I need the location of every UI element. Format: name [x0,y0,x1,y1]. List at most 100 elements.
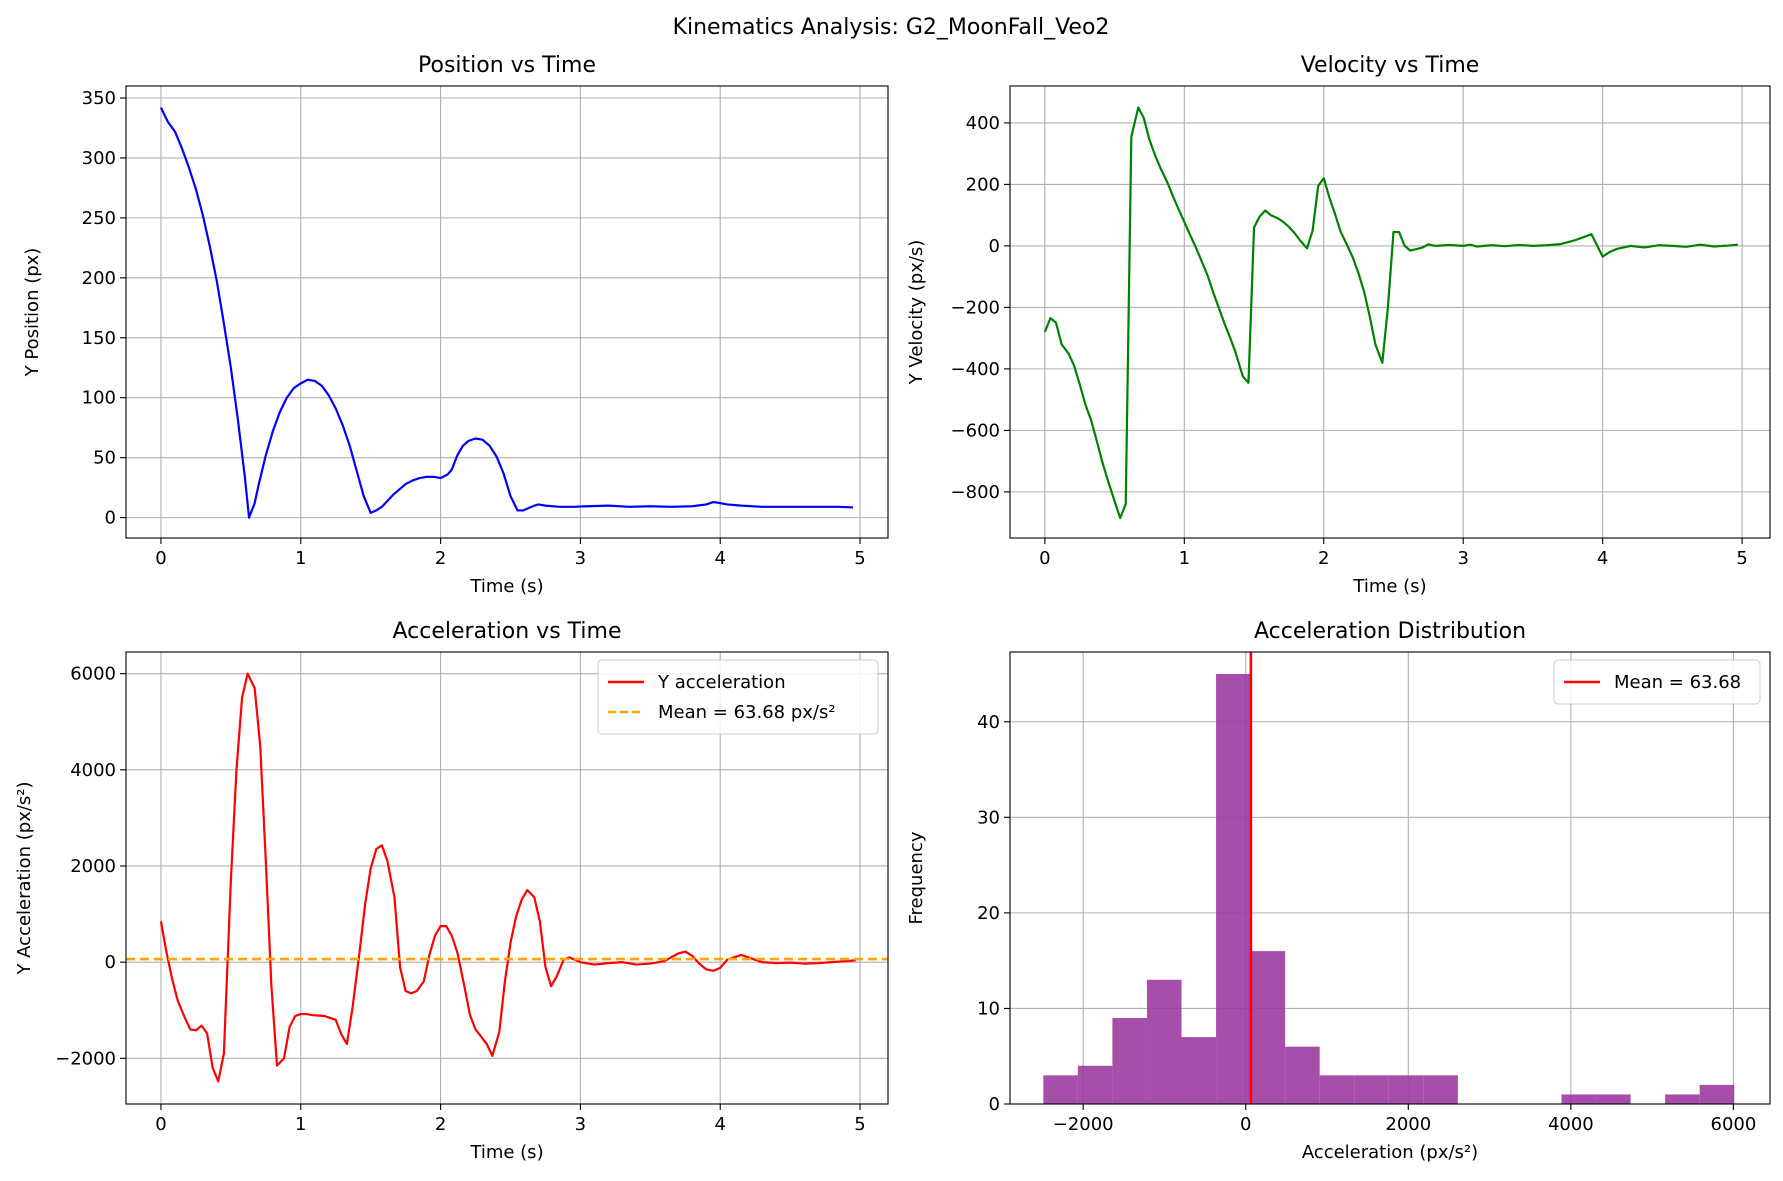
histogram-bar [1596,1094,1631,1104]
histogram-bar [1216,673,1251,1104]
x-tick-label: 5 [854,1114,865,1135]
x-axis-label: Time (s) [469,1142,543,1163]
y-tick-label: 4000 [70,760,116,781]
series-line [159,107,854,519]
x-tick-label: 6000 [1711,1114,1757,1135]
y-axis-label: Y Acceleration (px/s²) [14,781,35,975]
y-tick-label: 0 [989,236,1000,257]
histogram-bar [1319,1075,1355,1104]
x-tick-label: 1 [1179,548,1190,569]
histogram-bar [1561,1094,1597,1104]
x-tick-label: 0 [155,1114,166,1135]
x-tick-label: 5 [1736,548,1747,569]
x-tick-label: 3 [1457,548,1468,569]
x-tick-label: 0 [155,548,166,569]
histogram-bar [1354,1075,1389,1104]
y-tick-label: 300 [82,148,116,169]
y-tick-label: −800 [951,482,1000,503]
y-tick-label: 2000 [70,856,116,877]
distribution-panel: Mean = 63.68 −2000 0 2000 4000 6000 0 10 20 30 40 A… [906,619,1771,1163]
y-tick-label: 400 [966,113,1000,134]
y-tick-label: −200 [951,297,1000,318]
legend-label: Mean = 63.68 px/s² [658,702,836,723]
x-tick-label: 2000 [1385,1114,1431,1135]
x-tick-label: −2000 [1053,1114,1114,1135]
legend-label: Y acceleration [657,672,786,693]
legend-box [597,659,879,735]
series-line [1043,106,1739,520]
panel-title: Position vs Time [418,53,596,78]
panel-title: Acceleration vs Time [392,619,621,644]
axes-frame [125,85,889,539]
y-tick-label: 50 [93,448,116,469]
plot-area [126,672,888,1083]
panel-title: Velocity vs Time [1301,53,1480,78]
x-tick-label: 3 [575,1114,586,1135]
histogram-bar [1181,1037,1217,1104]
y-tick-label: 350 [82,88,116,109]
y-tick-label: 40 [977,712,1000,733]
histogram-bar [1250,951,1286,1104]
x-axis-label: Time (s) [1352,576,1426,597]
y-tick-label: −600 [951,420,1000,441]
x-tick-label: 4 [714,548,725,569]
legend: Y acceleration Mean = 63.68 px/s² [597,659,879,735]
histogram-bar [1146,979,1182,1104]
x-tick-label: 4 [714,1114,725,1135]
panel-title: Acceleration Distribution [1254,619,1526,644]
y-tick-label: 200 [82,268,116,289]
x-tick-label: 1 [295,1114,306,1135]
y-tick-label: 0 [105,952,116,973]
y-tick-label: −2000 [55,1048,116,1069]
y-tick-label: 150 [82,328,116,349]
legend-label: Mean = 63.68 [1614,672,1741,693]
y-tick-label: 200 [966,174,1000,195]
x-tick-label: 1 [295,548,306,569]
x-tick-label: 4 [1597,548,1608,569]
acceleration-panel: Y acceleration Mean = 63.68 px/s² 0 1 2 3 4 5 −2… [14,619,889,1163]
axes-frame [1009,85,1771,539]
x-tick-label: 2 [435,548,446,569]
y-tick-label: 100 [82,388,116,409]
axes-frame [125,651,889,1105]
histogram-bar [1699,1084,1735,1104]
y-axis-label: Y Position (px) [22,248,43,378]
y-axis-label: Y Velocity (px/s) [906,240,927,386]
x-tick-label: 0 [1240,1114,1251,1135]
histogram-bar [1388,1075,1424,1104]
velocity-panel: 0 1 2 3 4 5 −800 −600 −400 −200 0 200 400 Velocity vs… [906,53,1771,597]
series-line [159,672,856,1083]
x-axis-label: Acceleration (px/s²) [1302,1142,1478,1163]
y-tick-label: 0 [105,508,116,529]
legend: Mean = 63.68 [1553,659,1761,705]
x-tick-label: 2 [435,1114,446,1135]
y-tick-label: 30 [977,807,1000,828]
x-axis-label: Time (s) [469,576,543,597]
y-tick-label: 250 [82,208,116,229]
y-tick-label: 0 [989,1094,1000,1115]
histogram-bar [1423,1075,1458,1104]
x-tick-label: 2 [1318,548,1329,569]
legend-box [1553,659,1761,705]
histogram-bar [1285,1046,1320,1104]
histogram-bar [1665,1094,1700,1104]
axes-frame [1009,651,1771,1105]
y-tick-label: 6000 [70,664,116,685]
histogram-bar [1043,1075,1078,1104]
x-tick-label: 3 [575,548,586,569]
y-tick-label: 20 [977,903,1000,924]
y-axis-label: Frequency [906,831,927,924]
histogram-bar [1112,1017,1147,1104]
histogram-bar [1077,1065,1113,1104]
plot-area [1043,106,1739,520]
y-tick-label: −400 [951,359,1000,380]
plot-area [159,107,854,519]
x-tick-label: 4000 [1548,1114,1594,1135]
figure-title: Kinematics Analysis: G2_MoonFall_Veo2 [673,15,1110,40]
y-tick-label: 10 [977,998,1000,1019]
x-tick-label: 5 [854,548,865,569]
plot-area [1043,652,1735,1104]
